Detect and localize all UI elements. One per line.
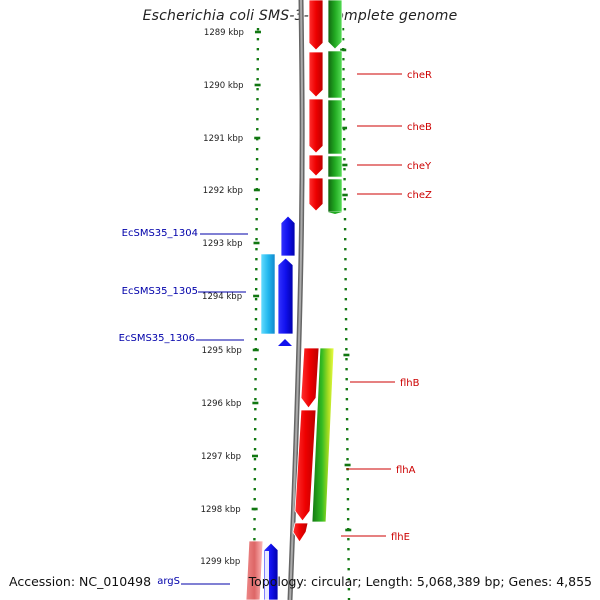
gene-arrow-flhA	[294, 409, 317, 522]
ruler-tick-label: 1294 kbp	[202, 292, 242, 302]
gene-label-cheB: cheB	[407, 122, 432, 133]
ruler-tick-label: 1293 kbp	[202, 239, 242, 249]
gene-label-ecsms35-1304: EcSMS35_1304	[122, 228, 198, 239]
gene-arrow-EcSMS35_1304	[280, 215, 296, 257]
gene-label-cheY: cheY	[407, 161, 432, 172]
ruler-tick-label: 1289 kbp	[204, 28, 244, 38]
cds-arrow-upstream	[327, 0, 343, 50]
gene-arrow-argS-highlight	[265, 551, 269, 600]
gene-label-flhB: flhB	[400, 378, 420, 389]
accession-text: Accession: NC_010498	[9, 574, 152, 589]
gene-arrow-flhE	[292, 522, 309, 543]
cds-bar-EcSMS35_1305	[260, 253, 276, 335]
topology-info-text: Topology: circular; Length: 5,068,389 bp…	[248, 574, 592, 589]
backbone-arc-highlight	[289, 0, 304, 600]
cds-bar-cheY	[327, 155, 343, 178]
ruler-tick-label: 1292 kbp	[203, 186, 243, 196]
cds-bar-cheZ	[327, 178, 343, 213]
gene-arrow-EcSMS35_1306	[278, 339, 292, 346]
gene-label-cheZ: cheZ	[407, 190, 432, 201]
gene-label-args: argS	[157, 576, 180, 587]
ruler-tick-label: 1295 kbp	[202, 346, 242, 356]
gene-label-cheR: cheR	[407, 70, 432, 81]
cds-bar-argS	[245, 540, 264, 600]
gene-arrow-cheR-upstream	[308, 0, 324, 51]
cds-bar-cheR	[327, 50, 343, 99]
gene-arrow-cheZ	[308, 177, 324, 212]
ruler-tick-label: 1296 kbp	[201, 399, 241, 409]
cds-tip	[328, 212, 342, 214]
gene-arrow-cheY	[308, 154, 324, 177]
gene-label-ecsms35-1306: EcSMS35_1306	[119, 333, 195, 344]
gene-label-ecsms35-1305: EcSMS35_1305	[122, 286, 198, 297]
ruler-tick-label: 1290 kbp	[204, 81, 244, 91]
ruler-dotted-line	[252, 27, 260, 600]
gene-arrow-flhB	[300, 347, 320, 409]
ruler-tick-label: 1297 kbp	[201, 452, 241, 462]
gene-arrow-EcSMS35_1305	[277, 257, 294, 335]
gene-arrow-cheR	[308, 51, 324, 98]
gene-arrow-cheB	[308, 98, 324, 154]
gene-label-flhA: flhA	[396, 465, 416, 476]
cds-bar-flhB-flhA	[311, 347, 335, 523]
ruler-tick-label: 1298 kbp	[201, 505, 241, 515]
gene-label-flhE: flhE	[391, 532, 410, 543]
ruler-tick-label: 1299 kbp	[200, 557, 240, 567]
cds-bar-cheB	[327, 99, 343, 155]
right-dotted-guide	[341, 27, 351, 600]
ruler-tick-label: 1291 kbp	[203, 134, 243, 144]
